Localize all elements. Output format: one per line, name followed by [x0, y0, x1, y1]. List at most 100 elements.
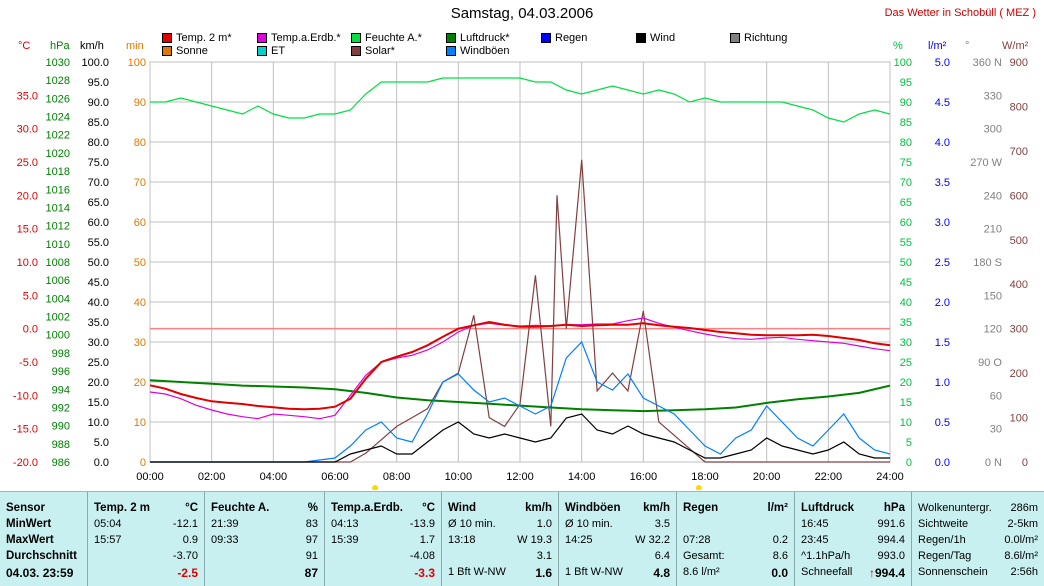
temp-tick-label: 30.0: [17, 124, 38, 136]
temp-tick-label: 25.0: [17, 157, 38, 169]
speed-tick-label: 100.0: [81, 57, 109, 69]
x-tick-label: 00:00: [136, 471, 164, 483]
solar-tick-label: 200: [1010, 368, 1028, 380]
temp-tick-label: 15.0: [17, 224, 38, 236]
pressure-tick-label: 1002: [46, 312, 70, 324]
series-windb-en: [150, 340, 891, 463]
rain-tick-label: 3.0: [935, 217, 950, 229]
col-sensor: Sensor MinWert MaxWert Durchschnitt 04.0…: [0, 492, 88, 586]
legend-richtung: Richtung: [730, 32, 787, 44]
minutes-tick-label: 0: [140, 457, 146, 469]
pressure-tick-label: 992: [52, 402, 70, 414]
rain-tick-label: 4.0: [935, 137, 950, 149]
col-gust: Windböen km/h Ø 10 min. 3.5 14:25 W 32.2 6.…: [559, 492, 677, 586]
temp-tick-label: -15.0: [13, 424, 38, 436]
speed-tick-label: 75.0: [88, 157, 109, 169]
solar-tick-label: 700: [1010, 146, 1028, 158]
minutes-tick-label: 70: [134, 177, 146, 189]
temp2m-current: -2.5: [177, 566, 198, 580]
rain-tick-label: 0.5: [935, 417, 950, 429]
minutes-tick-label: 60: [134, 217, 146, 229]
gust-current: 4.8: [653, 566, 670, 580]
minutes-tick-label: 40: [134, 297, 146, 309]
pressure-tick-label: 1010: [46, 239, 70, 251]
humidity-current: 87: [304, 566, 318, 580]
pressure-tick-label: 990: [52, 421, 70, 433]
unit-humidity: %: [893, 40, 903, 52]
direction-tick-label: 30: [990, 424, 1002, 436]
direction-tick-label: 150: [984, 290, 1002, 302]
speed-tick-label: 50.0: [88, 257, 109, 269]
x-tick-label: 24:00: [876, 471, 904, 483]
speed-tick-label: 5.0: [94, 437, 109, 449]
sunset-marker: [695, 485, 702, 490]
rain-tick-label: 4.5: [935, 97, 950, 109]
row-min-label: MinWert: [6, 518, 52, 530]
speed-tick-label: 30.0: [88, 337, 109, 349]
rain-tick-label: 1.5: [935, 337, 950, 349]
col-ground-temp: Temp.a.Erdb. °C 04:13 -13.9 15:39 1.7 -4.08…: [325, 492, 442, 586]
minutes-tick-label: 50: [134, 257, 146, 269]
legend-temp2m: Temp. 2 m*: [162, 32, 232, 44]
unit-speed: km/h: [80, 40, 104, 52]
unit-direction: °: [965, 40, 970, 52]
rain-tick-label: 3.5: [935, 177, 950, 189]
humidity-tick-label: 65: [900, 197, 912, 209]
pressure-tick-label: 1008: [46, 257, 70, 269]
speed-tick-label: 35.0: [88, 317, 109, 329]
x-tick-label: 14:00: [568, 471, 596, 483]
col-pressure: Luftdruck hPa 16:45 991.6 23:45 994.4 ^1.1h…: [795, 492, 912, 586]
minutes-tick-label: 90: [134, 97, 146, 109]
temp-tick-label: 10.0: [17, 257, 38, 269]
temp-tick-label: -10.0: [13, 390, 38, 402]
speed-tick-label: 60.0: [88, 217, 109, 229]
pressure-tick-label: 1024: [46, 112, 70, 124]
col-rain: Regen l/m² 07:28 0.2 Gesamt: 8.6 8.6 l/m² 0.…: [677, 492, 795, 586]
series-solar: [150, 159, 890, 463]
direction-tick-label: 210: [984, 224, 1002, 236]
pressure-tick-label: 1006: [46, 275, 70, 287]
direction-tick-label: 180 S: [973, 257, 1002, 269]
x-tick-label: 22:00: [815, 471, 843, 483]
series-temp-2-m: [149, 320, 891, 411]
legend-erdboden: Temp.a.Erdb.*: [257, 32, 341, 44]
wind-current: 1.6: [535, 566, 552, 580]
rain-tick-label: 2.0: [935, 297, 950, 309]
temp-tick-label: -20.0: [13, 457, 38, 469]
pressure-current: 994.4: [874, 566, 905, 580]
humidity-tick-label: 60: [900, 217, 912, 229]
temp-tick-label: 20.0: [17, 190, 38, 202]
speed-tick-label: 70.0: [88, 177, 109, 189]
minutes-tick-label: 100: [128, 57, 146, 69]
speed-tick-label: 0.0: [94, 457, 109, 469]
humidity-tick-label: 90: [900, 97, 912, 109]
speed-tick-label: 45.0: [88, 277, 109, 289]
col-wind: Wind km/h Ø 10 min. 1.0 13:18 W 19.3 3.1 1 …: [442, 492, 559, 586]
pressure-tick-label: 1022: [46, 130, 70, 142]
x-tick-label: 06:00: [321, 471, 349, 483]
humidity-tick-label: 70: [900, 177, 912, 189]
row-max-label: MaxWert: [6, 534, 54, 546]
unit-temp: °C: [18, 40, 31, 52]
unit-rain: l/m²: [928, 40, 947, 52]
direction-tick-label: 0 N: [985, 457, 1002, 469]
ground-current: -3.3: [414, 566, 435, 580]
col-misc: Wolkenuntergr. 286m Sichtweite 2-5km Regen…: [918, 502, 1038, 578]
rain-tick-label: 2.5: [935, 257, 950, 269]
speed-tick-label: 20.0: [88, 377, 109, 389]
x-tick-label: 10:00: [445, 471, 473, 483]
humidity-tick-label: 100: [894, 57, 912, 69]
pressure-tick-label: 1016: [46, 184, 70, 196]
humidity-tick-label: 50: [900, 257, 912, 269]
solar-tick-label: 0: [1022, 457, 1028, 469]
humidity-tick-label: 15: [900, 397, 912, 409]
weather-chart: 00:00 02:00 04:00 06:00 08:00 10:00 12:00 14:00…: [13, 57, 1028, 490]
direction-tick-label: 300: [984, 124, 1002, 136]
pressure-tick-label: 1020: [46, 148, 70, 160]
series-wind: [150, 413, 890, 463]
row-avg-label: Durchschnitt: [6, 550, 77, 562]
speed-tick-label: 40.0: [88, 297, 109, 309]
pressure-tick-label: 1028: [46, 75, 70, 87]
speed-tick-label: 25.0: [88, 357, 109, 369]
minutes-tick-label: 80: [134, 137, 146, 149]
